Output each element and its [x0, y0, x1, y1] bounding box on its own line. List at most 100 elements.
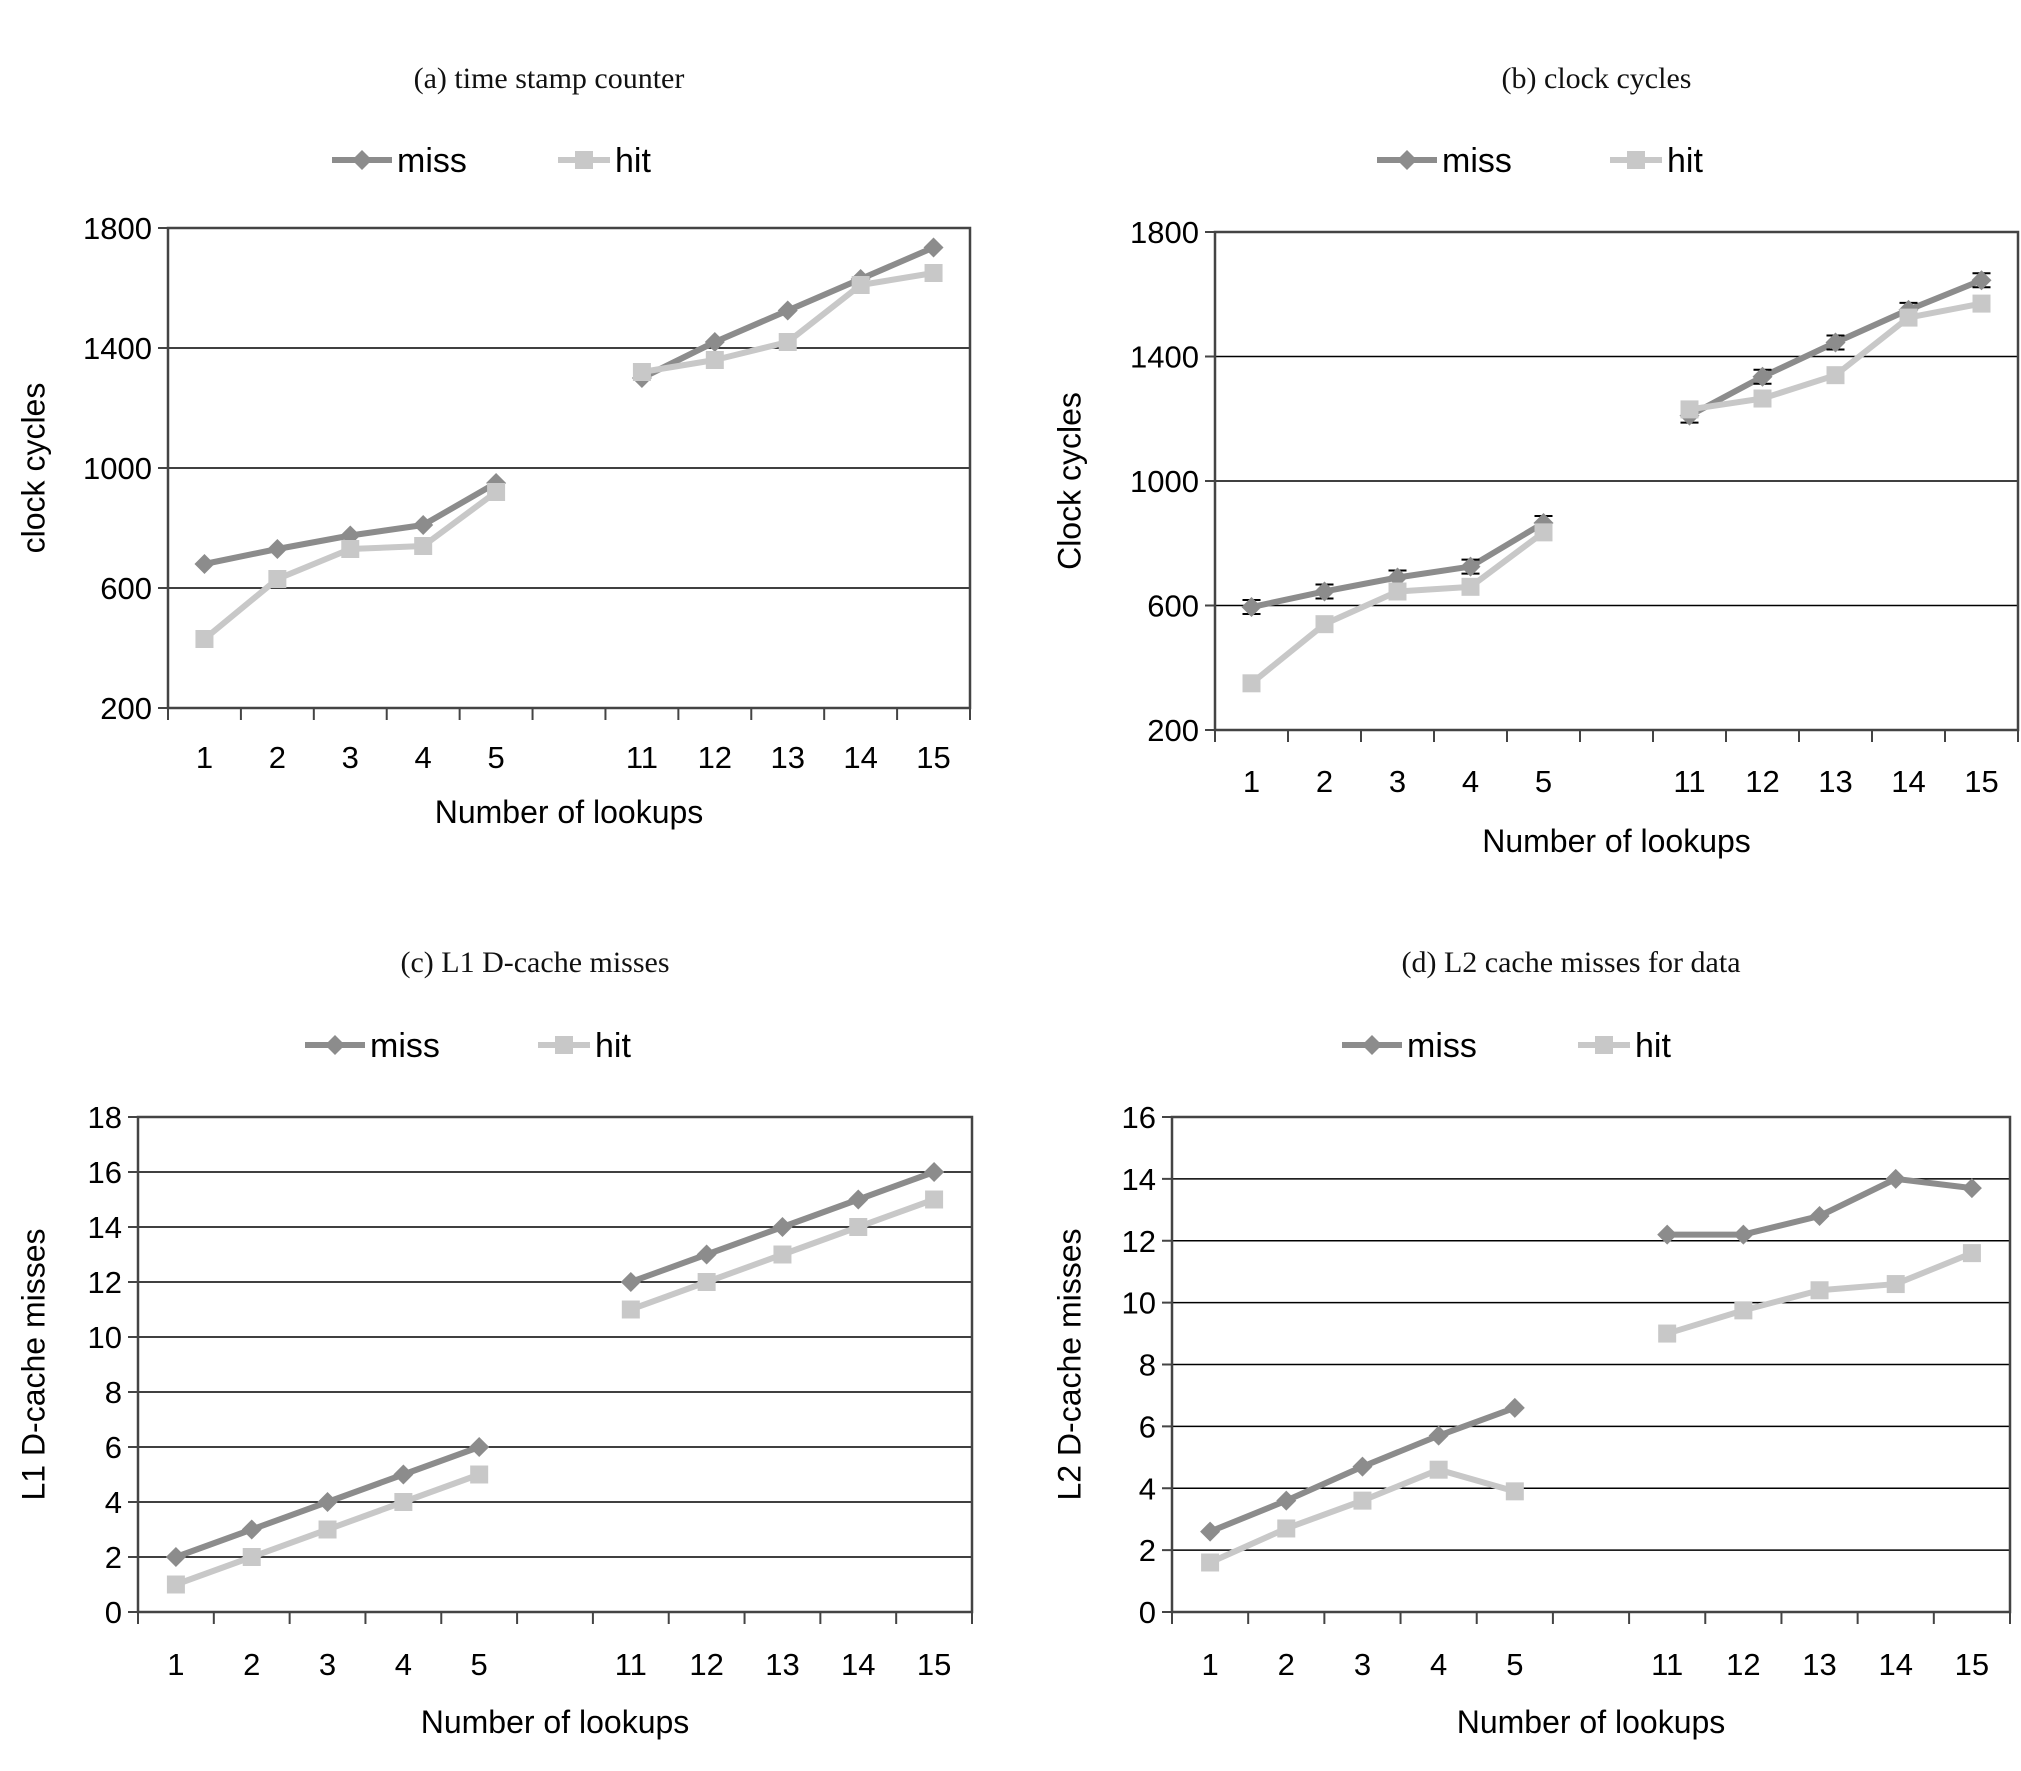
chart-b-legend: miss hit	[1377, 142, 1703, 180]
y-tick-label: 1400	[83, 331, 152, 366]
data-point-hit	[1505, 1482, 1524, 1501]
data-point-miss	[1825, 332, 1846, 353]
data-point-miss	[1241, 597, 1262, 618]
data-point-hit	[1962, 1244, 1981, 1263]
chart-a-gridlines	[158, 227, 970, 709]
chart-d-series-hit	[1201, 1244, 1981, 1572]
x-tick-label: 14	[841, 1647, 875, 1682]
data-point-hit	[849, 1218, 868, 1236]
chart-a-series-miss	[194, 237, 944, 574]
legend-hit-label: hit	[1667, 142, 1703, 180]
data-point-hit	[487, 483, 506, 501]
legend-item-miss: miss	[1342, 1027, 1477, 1065]
legend-item-hit: hit	[538, 1027, 631, 1065]
x-tick-label: 4	[1462, 764, 1479, 799]
data-point-miss	[777, 300, 798, 321]
y-tick-label: 12	[88, 1265, 122, 1300]
x-tick-label: 11	[626, 740, 658, 775]
data-point-miss	[165, 1547, 186, 1567]
y-tick-label: 0	[105, 1595, 122, 1630]
data-point-miss	[241, 1519, 262, 1540]
y-tick-label: 200	[1147, 713, 1199, 748]
x-tick-label: 12	[698, 740, 732, 775]
x-tick-label: 5	[1506, 1647, 1523, 1682]
chart-d-legend: miss hit	[1342, 1027, 1671, 1065]
data-point-miss	[1752, 366, 1773, 387]
x-tick-label: 11	[1651, 1647, 1683, 1682]
x-tick-label: 13	[765, 1647, 799, 1682]
chart-a-title: (a) time stamp counter	[414, 62, 685, 95]
chart-d-series-miss	[1200, 1168, 1982, 1542]
data-point-miss	[1733, 1224, 1754, 1245]
chart-panel-b: (b) clock cycles miss hit 200 600 1000 1400 180…	[1010, 0, 2020, 885]
legend-miss-label: miss	[370, 1027, 440, 1065]
data-point-miss	[1504, 1397, 1525, 1418]
y-tick-label: 16	[1122, 1100, 1156, 1135]
data-point-hit	[470, 1465, 489, 1484]
chart-b-y-axis-label: Clock cycles	[1051, 392, 1087, 570]
chart-c-title: (c) L1 D-cache misses	[400, 946, 669, 979]
x-tick-label: 5	[487, 740, 504, 775]
data-point-hit	[621, 1300, 640, 1319]
y-tick-label: 1800	[1130, 215, 1199, 250]
chart-d-title: (d) L2 cache misses for data	[1401, 946, 1740, 979]
data-point-hit	[1734, 1301, 1753, 1320]
data-point-miss	[1276, 1490, 1297, 1511]
series-hit-line-segment	[202, 489, 498, 642]
y-tick-label: 6	[1139, 1409, 1156, 1444]
data-point-hit	[318, 1520, 337, 1539]
x-tick-label: 13	[770, 740, 804, 775]
legend-hit-marker	[1595, 1036, 1613, 1054]
x-tick-label: 14	[1891, 764, 1925, 799]
chart-b-series-miss	[1241, 270, 1992, 618]
legend-hit-label: hit	[1635, 1027, 1671, 1065]
data-point-hit	[632, 363, 651, 381]
x-tick-label: 15	[1964, 764, 1998, 799]
legend-item-hit: hit	[558, 142, 651, 180]
x-tick-label: 2	[243, 1647, 260, 1682]
legend-miss-marker	[1362, 1035, 1382, 1055]
x-tick-label: 2	[1278, 1647, 1295, 1682]
legend-item-hit: hit	[1610, 142, 1703, 180]
data-point-hit	[1461, 577, 1480, 596]
data-point-miss	[393, 1464, 414, 1485]
data-point-hit	[1680, 400, 1699, 419]
chart-panel-d: (d) L2 cache misses for data miss hit 0 2 4 6 8…	[1010, 885, 2020, 1770]
chart-a-y-axis-label: clock cycles	[15, 383, 51, 554]
data-point-miss	[1314, 581, 1335, 602]
data-point-miss	[1885, 1168, 1906, 1189]
chart-c-plot-frame	[136, 1115, 974, 1614]
chart-b-title: (b) clock cycles	[1502, 62, 1692, 95]
y-tick-label: 12	[1122, 1224, 1156, 1259]
legend-item-miss: miss	[1377, 142, 1512, 180]
data-point-miss	[469, 1437, 490, 1457]
data-point-miss	[704, 332, 725, 352]
x-tick-label: 3	[319, 1647, 336, 1682]
data-point-hit	[1972, 294, 1991, 313]
data-point-hit	[414, 537, 433, 555]
y-tick-label: 14	[1122, 1162, 1156, 1197]
data-point-hit	[268, 570, 287, 588]
legend-item-hit: hit	[1578, 1027, 1671, 1065]
y-tick-label: 16	[88, 1155, 122, 1190]
data-point-hit	[1353, 1491, 1372, 1510]
data-point-hit	[1242, 674, 1261, 693]
data-point-miss	[923, 237, 944, 258]
x-tick-label: 4	[415, 740, 432, 775]
y-tick-label: 18	[88, 1100, 122, 1135]
legend-miss-marker	[1397, 150, 1417, 170]
chart-c-x-axis-label: Number of lookups	[421, 1704, 690, 1740]
data-point-miss	[1971, 270, 1992, 291]
data-point-hit	[773, 1245, 792, 1264]
x-tick-label: 12	[1745, 764, 1779, 799]
x-tick-label: 15	[917, 1647, 951, 1682]
data-point-hit	[924, 264, 943, 282]
data-point-miss	[267, 539, 288, 559]
data-point-hit	[242, 1548, 261, 1566]
data-point-hit	[1826, 366, 1845, 385]
x-tick-label: 12	[1726, 1647, 1760, 1682]
data-point-hit	[1753, 389, 1772, 408]
x-tick-label: 1	[196, 740, 213, 775]
chart-c-y-axis-label: L1 D-cache misses	[15, 1228, 51, 1500]
